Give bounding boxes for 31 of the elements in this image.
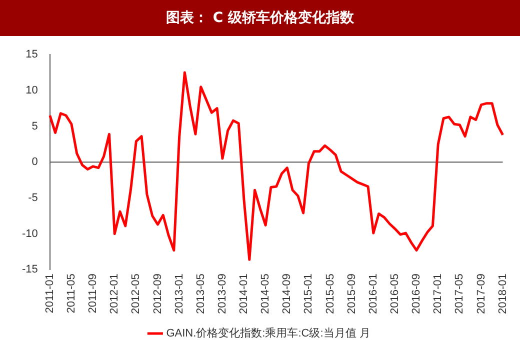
legend-label: GAIN.价格变化指数:乘用车:C级:当月值 月 xyxy=(166,326,370,340)
x-tick-label: 2011-01 xyxy=(44,274,56,314)
x-tick-label: 2014-05 xyxy=(260,274,272,314)
x-tick-label: 2012-01 xyxy=(108,274,121,314)
y-tick-label: -10 xyxy=(22,228,38,240)
x-tick-label: 2016-01 xyxy=(367,274,380,314)
chart-title: 图表： C 级轿车价格变化指数 xyxy=(0,0,520,36)
x-tick-label: 2013-09 xyxy=(216,274,228,314)
x-tick-label: 2015-05 xyxy=(324,274,336,314)
y-tick-label: 10 xyxy=(26,84,38,96)
y-tick-label: -15 xyxy=(22,264,38,276)
y-tick-label: -5 xyxy=(28,192,38,204)
x-tick-label: 2011-09 xyxy=(87,274,100,314)
y-tick-label: 5 xyxy=(32,120,38,132)
x-tick-label: 2018-01 xyxy=(496,274,509,314)
x-tick-label: 2016-09 xyxy=(410,274,423,314)
x-tick-label: 2012-09 xyxy=(152,274,164,314)
x-tick-label: 2017-05 xyxy=(454,274,466,314)
x-tick-label: 2014-01 xyxy=(238,274,250,314)
x-tick-label: 2013-05 xyxy=(194,274,207,314)
x-tick-label: 2017-09 xyxy=(475,274,488,314)
x-tick-label: 2016-05 xyxy=(389,274,401,314)
y-tick-label: 0 xyxy=(32,156,38,168)
x-tick-label: 2017-01 xyxy=(432,274,444,314)
x-tick-label: 2014-09 xyxy=(281,274,294,314)
y-tick-label: 15 xyxy=(26,48,38,61)
x-tick-label: 2015-01 xyxy=(302,274,315,314)
x-tick-label: 2011-05 xyxy=(65,274,78,314)
x-tick-label: 2015-09 xyxy=(346,274,358,314)
x-tick-label: 2012-05 xyxy=(130,274,142,314)
x-tick-label: 2013-01 xyxy=(173,274,186,314)
